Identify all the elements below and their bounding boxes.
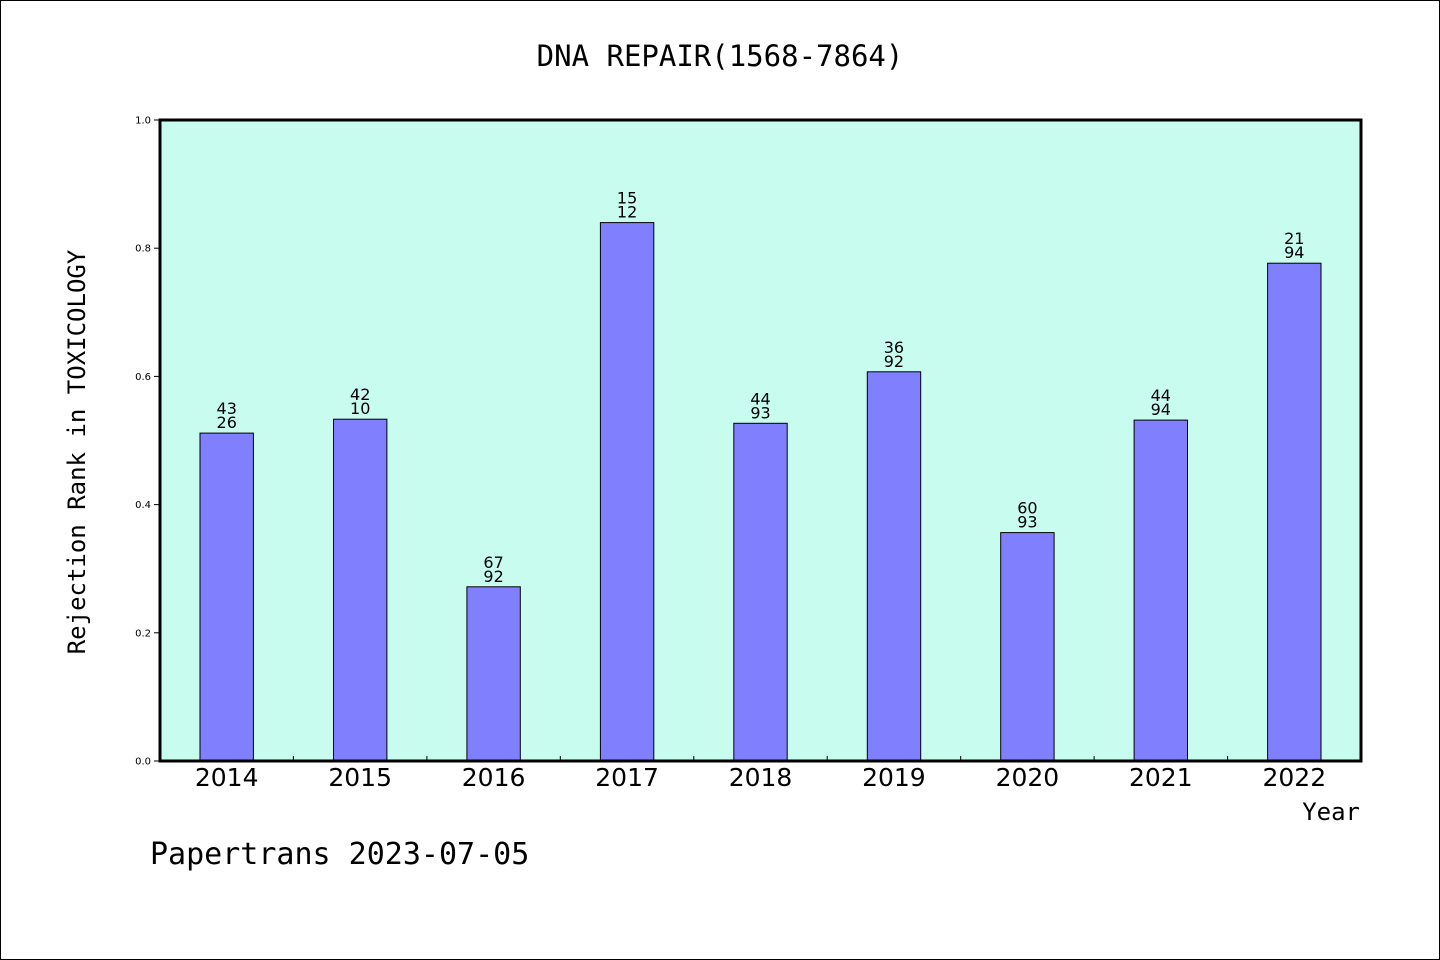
chart-title: DNA REPAIR(1568-7864) — [537, 39, 904, 73]
plot-border — [158, 118, 1363, 763]
bar-label-bottom-2020: 93 — [1017, 513, 1037, 532]
bar-2015 — [333, 418, 388, 762]
x-tick-label-2022: 2022 — [1262, 763, 1326, 792]
x-tick-label-2019: 2019 — [862, 763, 926, 792]
bar-label-top-2020: 60 — [1017, 499, 1037, 518]
bar-label-bottom-2018: 93 — [750, 403, 770, 422]
bar-2022 — [1267, 262, 1322, 762]
bar-label-top-2019: 36 — [884, 338, 904, 357]
bar-2018 — [733, 422, 788, 762]
y-tick-label-0.8: 0.8 — [135, 244, 151, 255]
bar-2020 — [1000, 532, 1055, 762]
x-tick-label-2021: 2021 — [1129, 763, 1193, 792]
footer-watermark: Papertrans 2023-07-05 — [150, 837, 529, 872]
bar-label-top-2017: 15 — [617, 189, 637, 208]
x-tick-label-2017: 2017 — [595, 763, 659, 792]
y-tick-label-0.6: 0.6 — [135, 372, 151, 383]
x-axis-label: Year — [1302, 798, 1360, 826]
bar-label-top-2021: 44 — [1151, 386, 1171, 405]
bar-label-bottom-2021: 94 — [1151, 400, 1171, 419]
bar-label-bottom-2019: 92 — [884, 352, 904, 371]
x-axis: 2014 2015 2016 2017 2018 2019 2020 2021 2022 — [195, 756, 1326, 792]
bar-label-top-2018: 44 — [750, 389, 770, 408]
x-tick-label-2016: 2016 — [462, 763, 526, 792]
x-tick-label-2018: 2018 — [729, 763, 793, 792]
bar-2016 — [466, 586, 521, 762]
bar-label-top-2014: 43 — [217, 399, 237, 418]
y-tick-label-1.0: 1.0 — [135, 116, 151, 127]
x-tick-label-2020: 2020 — [996, 763, 1060, 792]
bars-group — [199, 222, 1322, 762]
bar-label-bottom-2015: 10 — [350, 399, 370, 418]
bar-label-top-2015: 42 — [350, 385, 370, 404]
y-axis-label: Rejection Rank in TOXICOLOGY — [63, 249, 91, 654]
bar-label-top-2016: 67 — [483, 553, 503, 572]
bar-2021 — [1133, 419, 1188, 762]
y-tick-label-0.0: 0.0 — [135, 757, 151, 768]
bar-label-bottom-2016: 92 — [483, 567, 503, 586]
y-axis: 0.0 0.2 0.4 0.6 0.8 1.0 — [135, 116, 160, 768]
x-tick-label-2015: 2015 — [328, 763, 392, 792]
bar-2017 — [599, 222, 655, 762]
bar-label-bottom-2022: 94 — [1284, 243, 1304, 262]
y-tick-label-0.4: 0.4 — [135, 500, 151, 511]
bar-label-bottom-2014: 26 — [217, 413, 237, 432]
bar-2014 — [199, 432, 254, 762]
bar-2019 — [866, 371, 922, 762]
bar-label-top-2022: 21 — [1284, 229, 1304, 248]
x-tick-label-2014: 2014 — [195, 763, 259, 792]
bar-label-bottom-2017: 12 — [617, 203, 637, 222]
y-tick-label-0.2: 0.2 — [135, 628, 151, 639]
